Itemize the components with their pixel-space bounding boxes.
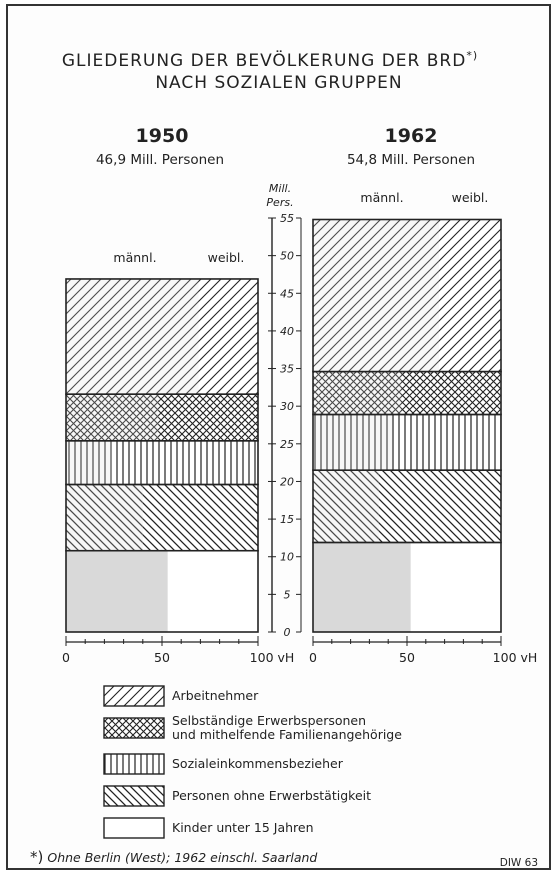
chart-title-line2: NACH SOZIALEN GRUPPEN xyxy=(155,73,402,93)
bar-1950-seg-3-female xyxy=(158,394,258,441)
bar-1962-seg-0-female xyxy=(410,542,501,632)
bar-1950-seg-0-female xyxy=(167,550,258,632)
y-tick-label-40: 40 xyxy=(280,325,294,338)
bar-1950-seg-2-male xyxy=(66,440,113,485)
chart-title-line1: GLIEDERUNG DER BEVÖLKERUNG DER BRD*) xyxy=(62,49,478,71)
total-1962-label: 54,8 Mill. Personen xyxy=(347,152,475,168)
y-axis-unit-line2: Pers. xyxy=(266,196,293,209)
legend-label-1-line2: und mithelfende Familienangehörige xyxy=(172,727,402,742)
y-tick-label-30: 30 xyxy=(280,400,294,413)
bar-1962-seg-2-male xyxy=(313,414,392,471)
y-tick-label-15: 15 xyxy=(280,513,294,526)
x-tick-label-1950-50: 50 xyxy=(154,650,170,665)
source-label: DIW 63 xyxy=(500,857,538,869)
y-tick-label-20: 20 xyxy=(280,475,294,488)
bar-1962-seg-0-male xyxy=(313,542,411,632)
bar-1950-seg-2-female xyxy=(112,440,258,485)
bar-1962-seg-4-outline xyxy=(312,218,502,373)
bar-1962-seg-3-female xyxy=(401,371,501,415)
bar-1962-seg-4-female xyxy=(438,219,501,372)
female-label-1962: weibl. xyxy=(452,190,489,205)
male-label-1962: männl. xyxy=(360,190,403,205)
y-tick-label-45: 45 xyxy=(280,287,294,300)
y-axis-unit-line1: Mill. xyxy=(269,182,291,195)
bar-1950-seg-0-male-bg xyxy=(66,550,168,632)
year-1962-label: 1962 xyxy=(385,125,438,147)
bar-1962-seg-0-male-bg xyxy=(313,542,411,632)
bar-1962-seg-1-female xyxy=(378,470,501,543)
bar-1950-seg-1-female xyxy=(142,484,258,551)
legend-swatch-2 xyxy=(103,753,165,775)
y-tick-label-5: 5 xyxy=(284,588,291,601)
year-1950-label: 1950 xyxy=(136,125,189,147)
male-label-1950: männl. xyxy=(113,250,156,265)
bar-1962-seg-3-male xyxy=(313,371,402,415)
legend-label-4: Kinder unter 15 Jahren xyxy=(172,820,314,835)
legend-swatch-4 xyxy=(103,817,165,839)
bar-1950-seg-4-male xyxy=(66,278,199,395)
y-tick-label-10: 10 xyxy=(280,551,294,564)
footnote: *) Ohne Berlin (West); 1962 einschl. Saar… xyxy=(30,848,317,866)
legend-label-1: Selbständige Erwerbspersonen xyxy=(172,713,366,728)
bar-1950-seg-1-male xyxy=(66,484,143,551)
bar-1950-seg-4-female xyxy=(198,278,258,395)
y-tick-label-55: 55 xyxy=(280,212,294,225)
legend-swatch-0 xyxy=(103,685,165,707)
y-tick-label-35: 35 xyxy=(280,363,294,376)
y-tick-label-50: 50 xyxy=(280,250,294,263)
y-tick-label-25: 25 xyxy=(280,438,294,451)
x-tick-label-1950-100: 100 vH xyxy=(250,650,295,665)
y-tick-label-0: 0 xyxy=(284,626,291,639)
bar-1950-seg-4-outline xyxy=(65,278,259,395)
total-1950-label: 46,9 Mill. Personen xyxy=(96,152,224,168)
x-tick-label-1950-0: 0 xyxy=(62,650,70,665)
bar-1962-seg-2-female xyxy=(391,414,501,471)
legend-swatch-3 xyxy=(103,785,165,807)
x-tick-label-1962-100: 100 vH xyxy=(493,650,538,665)
bar-1962-seg-4-male xyxy=(313,219,439,372)
legend-label-3: Personen ohne Erwerbstätigkeit xyxy=(172,788,371,803)
bar-1950-seg-0-male xyxy=(66,551,168,632)
bar-1950-seg-3-male xyxy=(66,394,159,441)
bar-1962-seg-1-male xyxy=(313,470,379,543)
x-tick-label-1962-0: 0 xyxy=(309,650,317,665)
female-label-1950: weibl. xyxy=(208,250,245,265)
legend-label-2: Sozialeinkommensbezieher xyxy=(172,756,344,771)
legend-label-0: Arbeitnehmer xyxy=(172,688,259,703)
x-tick-label-1962-50: 50 xyxy=(399,650,415,665)
legend-swatch-1 xyxy=(103,717,165,739)
